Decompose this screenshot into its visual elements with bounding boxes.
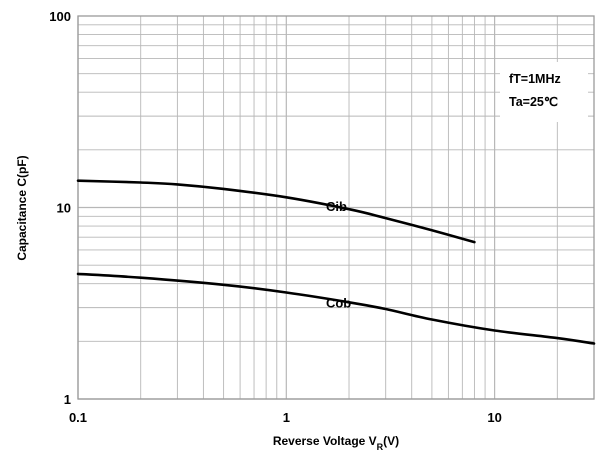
conditions-legend: fT=1MHz Ta=25℃ xyxy=(500,62,588,122)
x-axis-title: Reverse Voltage VR(V) xyxy=(273,434,399,452)
y-axis-title: Capacitance C(pF) xyxy=(15,155,29,260)
series-layer: Cib Cob xyxy=(76,179,596,345)
condition-temperature: Ta=25℃ xyxy=(509,95,558,109)
y-tick-label: 100 xyxy=(49,9,71,24)
series-label-cib: Cib xyxy=(326,199,347,214)
x-axis-title-subscript: R xyxy=(377,442,384,452)
condition-frequency: fT=1MHz xyxy=(509,72,561,86)
plot-frame xyxy=(77,15,595,400)
x-tick-label: 0.1 xyxy=(69,410,87,425)
series-line-cob xyxy=(76,272,596,345)
x-axis-title-unit: (V) xyxy=(383,434,399,448)
x-tick-label: 10 xyxy=(487,410,501,425)
x-axis-title-main: Reverse Voltage V xyxy=(273,434,377,448)
x-tick-label: 1 xyxy=(283,410,290,425)
series-label-cob: Cob xyxy=(326,296,351,311)
y-tick-label: 1 xyxy=(64,392,71,407)
y-tick-label: 10 xyxy=(57,201,71,216)
tick-labels: 0.1 1 10 1 10 100 xyxy=(49,9,502,425)
conditions-legend-box xyxy=(500,62,588,122)
series-line-cib xyxy=(76,179,476,244)
